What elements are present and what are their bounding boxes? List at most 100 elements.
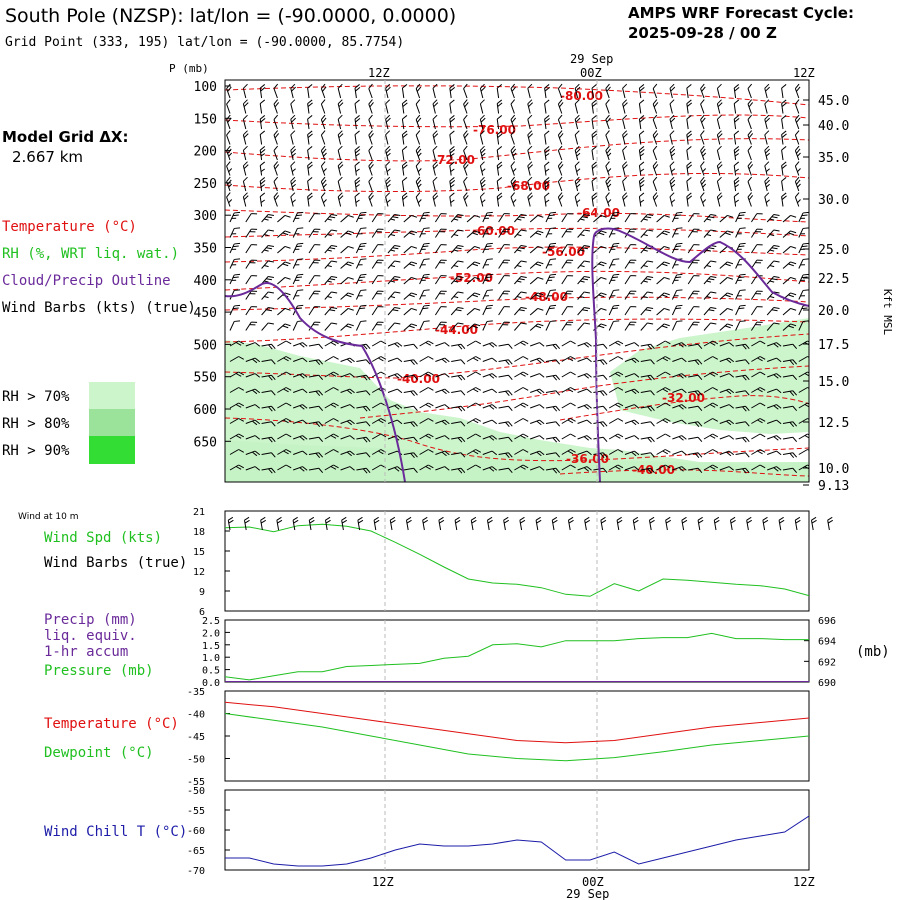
wind-barb (290, 145, 296, 161)
wind-barb (432, 161, 439, 176)
wind-barb (419, 356, 434, 362)
wind-barb (261, 260, 274, 269)
wind-barb (798, 433, 809, 440)
wind-barb (293, 419, 308, 425)
wind-barb (229, 356, 245, 362)
wind-barb (308, 421, 324, 428)
isotherm-label-minus-32: -32.00 (662, 391, 705, 405)
wind-barb (466, 261, 481, 269)
wind-barb (652, 192, 659, 207)
wind-barb (498, 228, 510, 238)
wind-barb (371, 321, 384, 331)
pressure-label: Pressure (mb) (44, 663, 154, 679)
wind-barb (608, 211, 620, 223)
wind-barb (415, 83, 422, 99)
wind-barb (545, 227, 557, 238)
wind-barb (435, 419, 450, 426)
forecast-cycle-label: AMPS WRF Forecast Cycle: (628, 4, 854, 22)
wind-barb (403, 436, 418, 442)
wind-barb (482, 357, 498, 363)
surface-barb (260, 516, 267, 531)
wind-barb (703, 402, 719, 409)
wind-barb (482, 373, 498, 379)
wind-barb (324, 275, 338, 285)
wind-barb (574, 176, 581, 192)
wind-barb (242, 176, 248, 192)
wind-barb (229, 273, 241, 285)
wind-barb (766, 244, 780, 254)
wind-barb (245, 373, 261, 378)
wind-barb (355, 320, 367, 331)
wind-barb (419, 273, 430, 285)
wind-barb (719, 292, 734, 300)
wind-barb (450, 213, 464, 223)
wind-barb (747, 192, 754, 207)
temperature-label: Temperature (°C) (44, 716, 179, 732)
wind-barb (245, 306, 258, 316)
wind-barb (277, 418, 292, 424)
wind-barb (624, 450, 640, 457)
wind-barb (640, 275, 654, 285)
wind-barb (733, 115, 740, 130)
wind-barb (355, 242, 367, 254)
wind-barb (320, 114, 327, 130)
wind-barb (733, 84, 740, 99)
wind-barb (324, 322, 338, 331)
wind-barb (259, 192, 266, 207)
wind-barb (463, 99, 469, 114)
wind-barb (273, 83, 279, 99)
wind-barb (226, 192, 233, 207)
wind-barb (482, 304, 493, 316)
wind-barb (577, 404, 592, 410)
wind-barb (529, 307, 544, 316)
wind-barb (624, 259, 637, 269)
wind-barb (794, 130, 800, 145)
rh70-region-right (610, 318, 809, 434)
forecast-cycle-value: 2025-09-28 / 00 Z (628, 24, 777, 42)
wind-barb (498, 321, 510, 331)
wind-barb (259, 84, 266, 99)
wind-barb (703, 260, 717, 269)
wind-barb (496, 130, 503, 145)
wind-barb (435, 342, 450, 347)
wind-barb (781, 161, 787, 176)
wind-barb (671, 227, 683, 238)
wind-barb (308, 275, 321, 285)
wind-barb (640, 322, 654, 331)
wind-barb (340, 388, 355, 395)
wind-barb (545, 289, 557, 300)
wind-barb (798, 273, 809, 285)
wind-barb (652, 83, 658, 99)
wind-barb (640, 374, 655, 381)
wind-barb (308, 452, 324, 459)
wind-barb (245, 466, 261, 471)
surface-barb (616, 516, 623, 531)
wind-barb (593, 390, 608, 397)
wind-barb (608, 402, 624, 409)
wind-barb (355, 227, 367, 238)
wind-barb (259, 99, 266, 114)
wind-barb (608, 433, 624, 440)
surface-barb (584, 516, 591, 531)
wind-barb (656, 433, 671, 440)
surface-barb (729, 516, 736, 531)
wind-barb (798, 289, 809, 300)
wind-chill-y-ticks: -50 -55 -60 -65 -70 (187, 786, 230, 877)
wind-barb (530, 466, 545, 471)
wind-barb (688, 405, 703, 411)
wind-barb (527, 130, 533, 145)
wind-barb (794, 192, 801, 207)
wind-barb (751, 371, 766, 378)
wind-barb (686, 177, 692, 192)
wind-barb (368, 161, 374, 176)
wind-barb (608, 289, 620, 300)
wind-barb (324, 418, 339, 424)
wind-barb (277, 307, 291, 316)
model-grid-label: Model Grid ΔX: (2, 128, 129, 146)
wind-barb (747, 130, 754, 145)
upper-wind-barbs (226, 83, 809, 474)
surface-barb (373, 516, 380, 531)
wind-barb (401, 177, 408, 192)
wind-barb (277, 276, 291, 285)
wind-barb (498, 405, 513, 411)
